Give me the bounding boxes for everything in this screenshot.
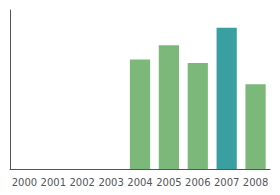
svg-text:2004: 2004 xyxy=(127,177,152,188)
svg-text:2002: 2002 xyxy=(69,177,94,188)
svg-text:2001: 2001 xyxy=(41,177,66,188)
svg-text:2005: 2005 xyxy=(156,177,181,188)
svg-text:2003: 2003 xyxy=(98,177,123,188)
svg-text:2000: 2000 xyxy=(12,177,37,188)
svg-text:2006: 2006 xyxy=(185,177,210,188)
svg-text:2007: 2007 xyxy=(214,177,239,188)
svg-text:2008: 2008 xyxy=(243,177,268,188)
